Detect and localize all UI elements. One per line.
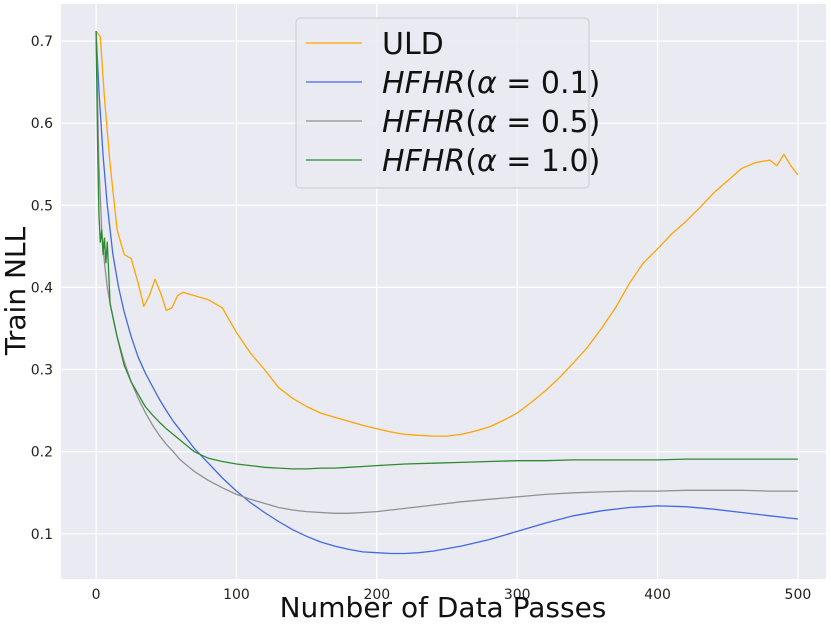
series-line-4	[95, 31, 798, 470]
legend-label-4: HFHR(α = 1.0)	[382, 144, 600, 179]
legend-label-1: ULD	[382, 27, 444, 62]
y-tick-label: 0.6	[31, 116, 53, 132]
y-tick-label: 0.5	[31, 198, 53, 214]
x-tick-label: 100	[223, 587, 250, 603]
x-tick-label: 500	[785, 587, 812, 603]
legend-box	[295, 17, 590, 189]
y-tick-label: 0.2	[31, 445, 53, 461]
legend-label-2: HFHR(α = 0.1)	[382, 66, 600, 101]
y-axis-ticks: 0.1 0.2 0.3 0.4 0.5 0.6 0.7	[31, 34, 53, 543]
series-line-3	[95, 31, 798, 514]
x-axis-title: Number of Data Passes	[280, 591, 607, 624]
series-line-2	[95, 31, 798, 555]
series-line-1	[95, 30, 799, 437]
y-tick-label: 0.1	[31, 527, 53, 543]
series-layer	[95, 30, 799, 555]
x-tick-label: 300	[504, 587, 531, 603]
y-tick-label: 0.7	[31, 34, 53, 50]
y-tick-label: 0.4	[31, 280, 53, 296]
legend: ULD HFHR(α = 0.1) HFHR(α = 0.5) HFHR(α = 1.…	[295, 17, 600, 189]
x-tick-label: 200	[363, 587, 390, 603]
y-tick-label: 0.3	[31, 363, 53, 379]
x-axis-ticks: 0 100 200 300 400 500	[92, 587, 812, 603]
x-tick-label: 400	[644, 587, 671, 603]
y-axis-title: Train NLL	[0, 226, 32, 356]
legend-label-3: HFHR(α = 0.5)	[382, 105, 600, 140]
x-tick-label: 0	[92, 587, 101, 603]
